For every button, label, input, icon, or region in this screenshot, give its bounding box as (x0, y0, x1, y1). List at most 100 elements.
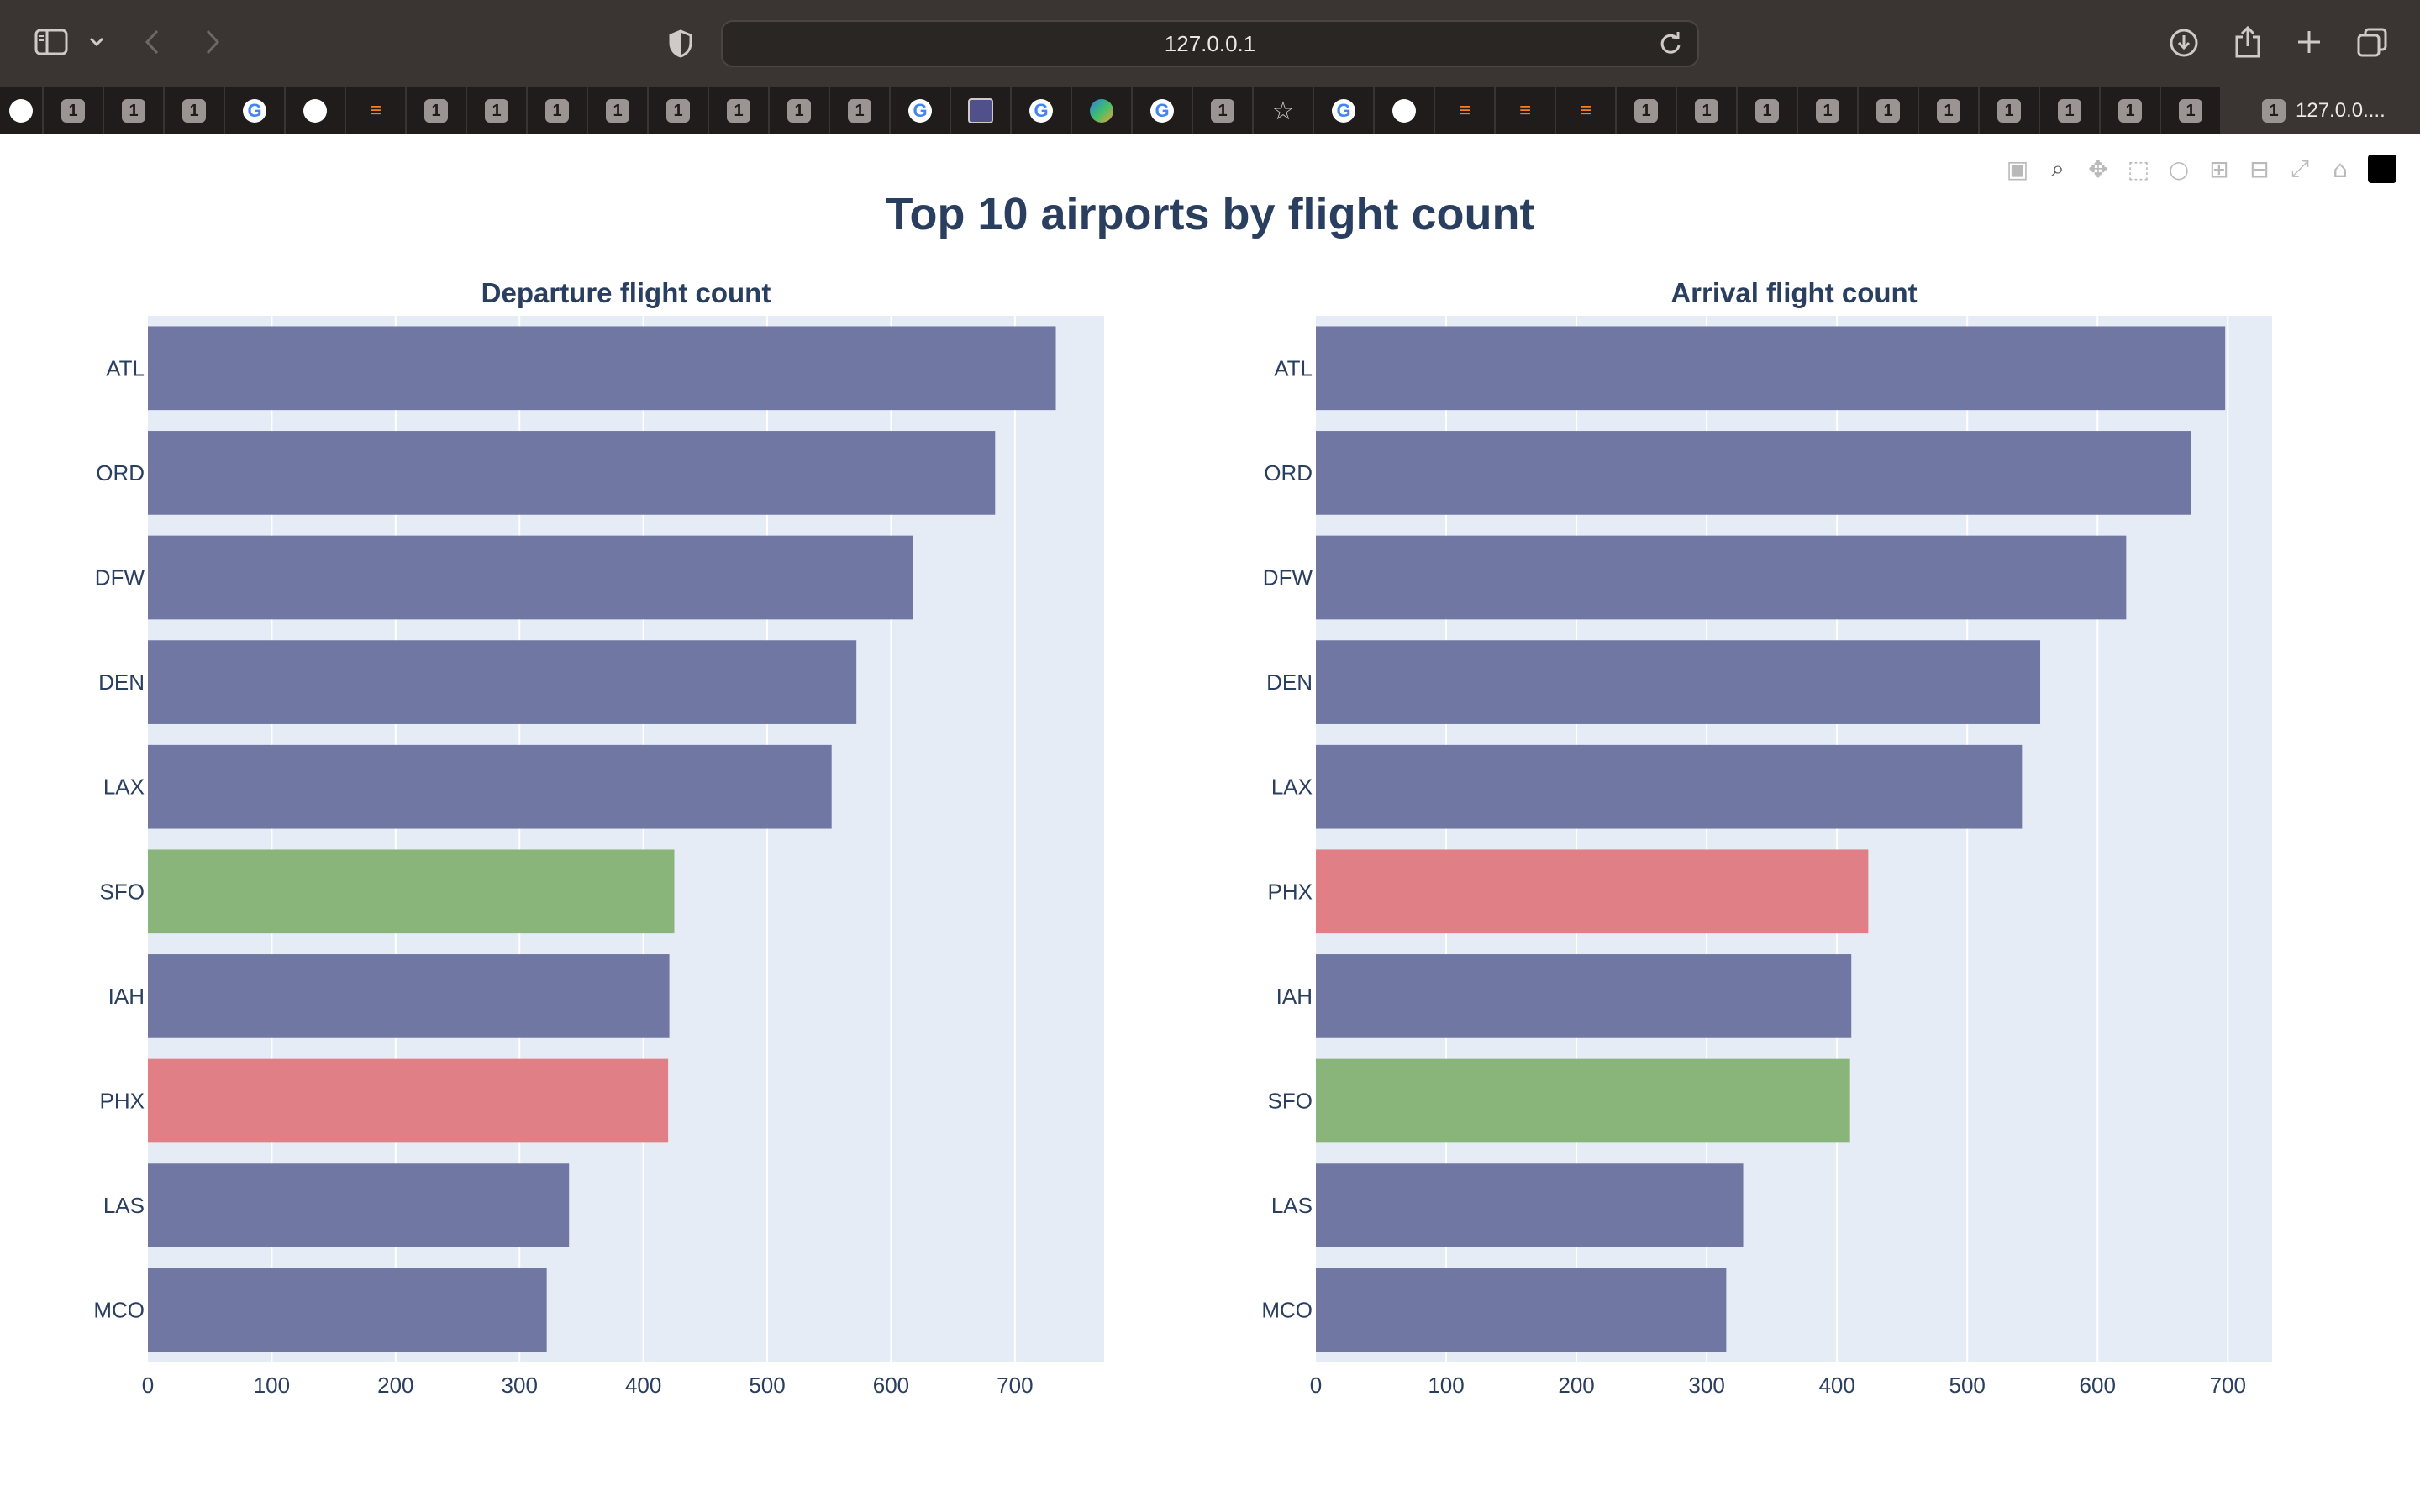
tab-overview-icon[interactable] (2354, 25, 2390, 60)
tab-badge-icon: 1 (848, 99, 871, 123)
y-tick-label: PHX (100, 1089, 145, 1114)
y-tick-label: DFW (95, 565, 145, 591)
shield-icon[interactable] (664, 27, 697, 60)
browser-tab[interactable]: ≡ (1496, 87, 1556, 134)
browser-tab[interactable] (1375, 87, 1435, 134)
tab-badge-icon: 1 (2058, 99, 2081, 123)
browser-tab[interactable]: 1 (1919, 87, 1980, 134)
browser-tab[interactable]: 1 (1193, 87, 1254, 134)
home-icon[interactable]: ⌂ (2333, 155, 2348, 183)
back-icon[interactable] (138, 25, 166, 59)
browser-tab[interactable]: ≡ (1556, 87, 1617, 134)
address-bar[interactable]: 127.0.0.1 (721, 20, 1699, 67)
browser-tab[interactable]: 1 (407, 87, 467, 134)
browser-tab[interactable] (286, 87, 346, 134)
zoom-in-icon[interactable]: ⊞ (2209, 155, 2229, 183)
browser-tab[interactable]: 1 (1617, 87, 1677, 134)
y-tick-label: LAS (103, 1193, 145, 1218)
browser-tab[interactable]: 1 (588, 87, 649, 134)
bar-den (148, 640, 857, 724)
bar-lax (148, 744, 832, 829)
browser-tab[interactable] (0, 87, 44, 134)
tab-badge-icon: 1 (666, 99, 690, 123)
tab-badge-icon: 1 (606, 99, 629, 123)
tab-badge-icon: 1 (61, 99, 85, 123)
autoscale-icon[interactable]: ⤢ (2290, 155, 2310, 182)
y-tick-label: ORD (1264, 460, 1313, 486)
browser-tab[interactable]: 1 (44, 87, 104, 134)
browser-tab[interactable]: 1 (467, 87, 528, 134)
download-icon[interactable] (2166, 25, 2202, 60)
browser-tab[interactable]: 1 (709, 87, 770, 134)
browser-tab[interactable]: 1 (1738, 87, 1798, 134)
plotly-modebar: ▣ ⌕ ✥ ⬚ ○ ⊞ ⊟ ⤢ ⌂ (2005, 155, 2396, 183)
plot-icon (968, 98, 993, 123)
tab-badge-icon: 1 (545, 99, 569, 123)
browser-tab[interactable] (1072, 87, 1133, 134)
reload-icon[interactable] (1655, 29, 1686, 59)
zoom-out-icon[interactable]: ⊟ (2249, 155, 2270, 183)
y-tick-label: DFW (1263, 565, 1313, 591)
browser-tab[interactable]: G (1133, 87, 1193, 134)
lasso-icon[interactable]: ○ (2168, 155, 2190, 183)
browser-toolbar: 127.0.0.1 (0, 0, 2420, 87)
bar-sfo (148, 849, 675, 934)
zoom-icon[interactable]: ⌕ (2051, 155, 2065, 182)
subplot-title: Arrival flight count (1670, 277, 1917, 308)
chevron-down-icon[interactable] (84, 27, 109, 57)
y-tick-label: DEN (98, 669, 145, 695)
box-select-icon[interactable]: ⬚ (2127, 155, 2150, 183)
active-tab[interactable]: 1 127.0.0.... (2220, 87, 2420, 134)
browser-tab[interactable]: 1 (1798, 87, 1859, 134)
browser-tab[interactable]: 1 (528, 87, 588, 134)
google-icon: G (243, 99, 266, 123)
google-icon: G (908, 99, 932, 123)
browser-tab[interactable]: G (225, 87, 286, 134)
y-tick-label: ATL (106, 355, 145, 381)
bar-den (1316, 640, 2041, 724)
browser-tab[interactable]: ☆ (1254, 87, 1314, 134)
google-icon: G (1029, 99, 1053, 123)
stackoverflow-icon: ≡ (1458, 99, 1470, 122)
stackoverflow-icon: ≡ (1518, 99, 1531, 122)
camera-icon[interactable]: ▣ (2006, 155, 2029, 183)
browser-tab[interactable]: 1 (1677, 87, 1738, 134)
browser-tab[interactable]: 1 (165, 87, 225, 134)
tab-badge-icon: 1 (2118, 99, 2142, 123)
stackoverflow-icon: ≡ (1579, 99, 1591, 122)
chart-icon (303, 99, 327, 123)
chart-icon (1392, 99, 1416, 123)
browser-tab[interactable]: 1 (2040, 87, 2101, 134)
browser-tab[interactable]: 1 (830, 87, 891, 134)
browser-tab[interactable]: 1 (2161, 87, 2222, 134)
plotly-logo[interactable] (2368, 155, 2396, 183)
y-tick-label: MCO (93, 1298, 145, 1323)
browser-tab[interactable]: 1 (649, 87, 709, 134)
browser-tab[interactable]: 1 (1980, 87, 2040, 134)
browser-tab[interactable]: ≡ (1435, 87, 1496, 134)
browser-tab[interactable] (951, 87, 1012, 134)
browser-tab[interactable]: G (1012, 87, 1072, 134)
tab-badge-icon: 1 (2179, 99, 2202, 123)
browser-tab[interactable]: G (1314, 87, 1375, 134)
browser-tab[interactable]: 1 (2101, 87, 2161, 134)
bar-phx (1316, 849, 1869, 934)
share-icon[interactable] (2230, 24, 2265, 60)
tab-favicon-icon: 1 (2262, 99, 2286, 123)
bar-las (148, 1163, 570, 1247)
forward-icon[interactable] (198, 25, 227, 59)
bar-atl (148, 326, 1056, 411)
new-tab-icon[interactable] (2292, 25, 2326, 59)
bar-dfw (1316, 535, 2127, 620)
browser-tab[interactable]: G (891, 87, 951, 134)
browser-tab[interactable]: ≡ (346, 87, 407, 134)
browser-tab[interactable]: 1 (104, 87, 165, 134)
x-tick-label: 500 (1949, 1373, 1986, 1398)
browser-tab[interactable]: 1 (1859, 87, 1919, 134)
browser-tab[interactable]: 1 (770, 87, 830, 134)
sidebar-toggle-icon[interactable] (32, 25, 71, 59)
tab-badge-icon: 1 (182, 99, 206, 123)
tab-badge-icon: 1 (1755, 99, 1779, 123)
chart-canvas: 0 100 200 300 400 500 600 700 Departure flight c… (93, 277, 2272, 1398)
pan-icon[interactable]: ✥ (2088, 155, 2108, 183)
